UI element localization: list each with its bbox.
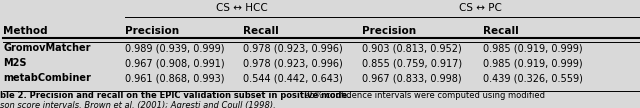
Text: ble 2. Precision and recall on the EPIC validation subset in positive mode.: ble 2. Precision and recall on the EPIC … <box>0 91 351 100</box>
Text: 0.855 (0.759, 0.917): 0.855 (0.759, 0.917) <box>362 58 461 68</box>
Text: Precision: Precision <box>125 26 179 36</box>
Text: 0.544 (0.442, 0.643): 0.544 (0.442, 0.643) <box>243 73 343 83</box>
Text: 0.985 (0.919, 0.999): 0.985 (0.919, 0.999) <box>483 58 583 68</box>
Text: metabCombiner: metabCombiner <box>3 73 91 83</box>
Text: GromovMatcher: GromovMatcher <box>3 43 91 53</box>
Text: 0.439 (0.326, 0.559): 0.439 (0.326, 0.559) <box>483 73 583 83</box>
Text: CS ↔ HCC: CS ↔ HCC <box>216 3 268 13</box>
Text: son score intervals. Brown et al. (2001); Agresti and Coull (1998).: son score intervals. Brown et al. (2001)… <box>0 101 276 108</box>
Text: 0.967 (0.833, 0.998): 0.967 (0.833, 0.998) <box>362 73 461 83</box>
Text: Recall: Recall <box>243 26 279 36</box>
Text: 0.978 (0.923, 0.996): 0.978 (0.923, 0.996) <box>243 43 343 53</box>
Text: Precision: Precision <box>362 26 416 36</box>
Text: 0.985 (0.919, 0.999): 0.985 (0.919, 0.999) <box>483 43 583 53</box>
Text: 0.989 (0.939, 0.999): 0.989 (0.939, 0.999) <box>125 43 224 53</box>
Text: CS ↔ PC: CS ↔ PC <box>459 3 501 13</box>
Text: Recall: Recall <box>483 26 519 36</box>
Text: Method: Method <box>3 26 48 36</box>
Text: 0.967 (0.908, 0.991): 0.967 (0.908, 0.991) <box>125 58 225 68</box>
Text: 0.903 (0.813, 0.952): 0.903 (0.813, 0.952) <box>362 43 461 53</box>
Text: 0.961 (0.868, 0.993): 0.961 (0.868, 0.993) <box>125 73 224 83</box>
Text: 0.978 (0.923, 0.996): 0.978 (0.923, 0.996) <box>243 58 343 68</box>
Text: M2S: M2S <box>3 58 27 68</box>
Text: 95% confidence intervals were computed using modified: 95% confidence intervals were computed u… <box>302 91 545 100</box>
